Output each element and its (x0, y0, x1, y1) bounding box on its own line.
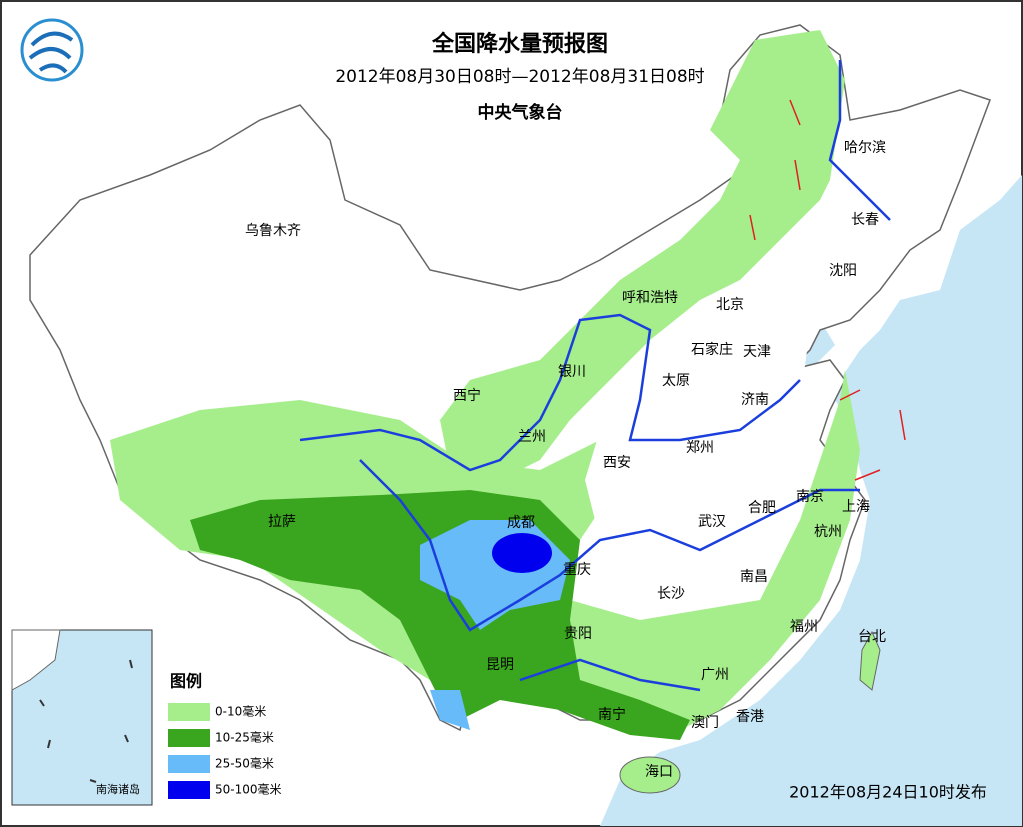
issuer: 中央气象台 (478, 102, 563, 123)
logo (20, 18, 84, 82)
city-label: 兰州 (518, 429, 546, 445)
city-label: 济南 (741, 392, 769, 408)
legend-swatch (168, 729, 210, 747)
footer: 2012年08月24日10时发布 (789, 783, 987, 802)
city-label: 南京 (796, 489, 824, 505)
city-label: 拉萨 (268, 514, 296, 530)
taiwan (859, 630, 881, 691)
city-label: 哈尔滨 (844, 140, 886, 156)
city-label: 昆明 (486, 657, 514, 673)
city-label: 合肥 (748, 500, 776, 516)
legend-label: 0-10毫米 (215, 704, 266, 719)
legend-swatch (168, 781, 210, 799)
city-label: 福州 (790, 619, 818, 635)
dry-area (585, 200, 840, 610)
legend-swatch (168, 755, 210, 773)
city-label: 澳门 (691, 715, 719, 731)
city-label: 乌鲁木齐 (245, 223, 301, 239)
city-label: 北京 (716, 297, 744, 313)
hainan (619, 756, 681, 794)
city-label: 香港 (736, 709, 764, 725)
period: 2012年08月30日08时—2012年08月31日08时 (335, 67, 704, 87)
city-label: 长沙 (657, 586, 685, 602)
city-label: 太原 (662, 373, 690, 389)
legend-label: 25-50毫米 (215, 756, 274, 771)
city-label: 杭州 (814, 524, 842, 540)
legend-label: 10-25毫米 (215, 730, 274, 745)
precip-zone (190, 490, 690, 740)
city-label: 南宁 (598, 706, 626, 723)
precip-zone (430, 690, 470, 730)
city-label: 西宁 (453, 387, 481, 404)
rivers (299, 60, 891, 692)
precip-zone (492, 533, 552, 573)
legend: 0-10毫米 10-25毫米 25-50毫米 50-100毫米 (168, 703, 282, 799)
city-label: 呼和浩特 (622, 290, 678, 306)
precip-zone (440, 30, 845, 480)
city-label: 长春 (851, 212, 879, 228)
city-label: 沈阳 (829, 263, 857, 279)
city-label: 重庆 (563, 562, 591, 578)
city-label: 石家庄 (691, 341, 733, 358)
city-label: 广州 (701, 667, 729, 683)
legend-label: 50-100毫米 (215, 782, 282, 797)
city-label: 天津 (743, 344, 771, 360)
precip-zones (110, 30, 860, 740)
title: 全国降水量预报图 (431, 31, 608, 57)
legend-title: 图例 (170, 672, 202, 691)
city-label: 成都 (507, 515, 535, 531)
city-label: 武汉 (698, 514, 726, 530)
city-label: 台北 (858, 629, 886, 645)
city-label: 南昌 (740, 569, 768, 585)
inset: 南海诸岛 (11, 629, 153, 806)
city-label: 上海 (842, 499, 870, 515)
wind-barbs (749, 99, 906, 481)
city-label: 海口 (645, 764, 673, 780)
city-label: 西安 (603, 455, 631, 471)
inset-label: 南海诸岛 (96, 782, 140, 796)
city-label: 贵阳 (564, 626, 592, 642)
city-label: 银川 (558, 364, 586, 380)
legend-swatch (168, 703, 210, 721)
city-label: 郑州 (686, 440, 714, 456)
sea (600, 175, 1022, 826)
